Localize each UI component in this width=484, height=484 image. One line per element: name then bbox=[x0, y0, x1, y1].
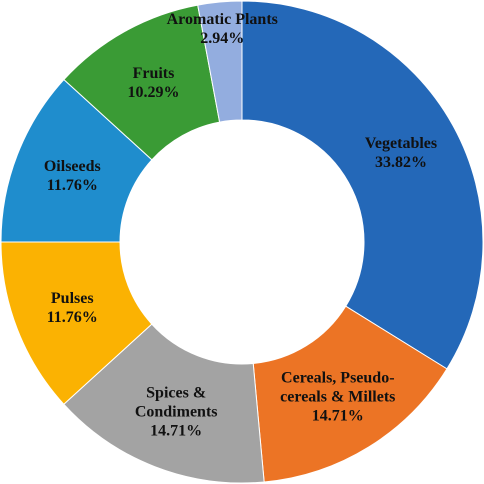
donut-slice bbox=[252, 305, 448, 483]
value-label: 11.76% bbox=[46, 308, 98, 326]
value-label: 10.29% bbox=[127, 83, 180, 101]
slice-label: Cereals, Pseudo-cereals & Millets 14.71% bbox=[268, 368, 408, 425]
donut-slice bbox=[197, 0, 243, 123]
category-label: Pulses bbox=[50, 289, 94, 307]
slice-label: Fruits 10.29% bbox=[83, 64, 223, 102]
slice-label: Pulses 11.76% bbox=[2, 289, 142, 327]
category-label: Fruits bbox=[132, 64, 175, 82]
value-label: 33.82% bbox=[374, 154, 427, 172]
value-label: 14.71% bbox=[150, 422, 203, 440]
slice-label: Vegetables 33.82% bbox=[331, 134, 471, 172]
category-label: Cereals, Pseudo-cereals & Millets bbox=[280, 369, 396, 406]
value-label: 14.71% bbox=[311, 407, 364, 425]
value-label: 11.76% bbox=[46, 177, 98, 195]
slice-label: Oilseeds 11.76% bbox=[2, 157, 142, 195]
category-label: Aromatic Plants bbox=[166, 10, 278, 28]
category-label: Spices & Condiments bbox=[134, 384, 218, 421]
value-label: 2.94% bbox=[200, 29, 245, 47]
category-label: Oilseeds bbox=[43, 158, 101, 176]
category-label: Vegetables bbox=[364, 135, 438, 153]
donut-slice bbox=[241, 0, 484, 370]
slice-label: Aromatic Plants 2.94% bbox=[137, 10, 307, 48]
slice-label: Spices & Condiments 14.71% bbox=[106, 383, 246, 440]
donut-slice bbox=[63, 323, 265, 484]
